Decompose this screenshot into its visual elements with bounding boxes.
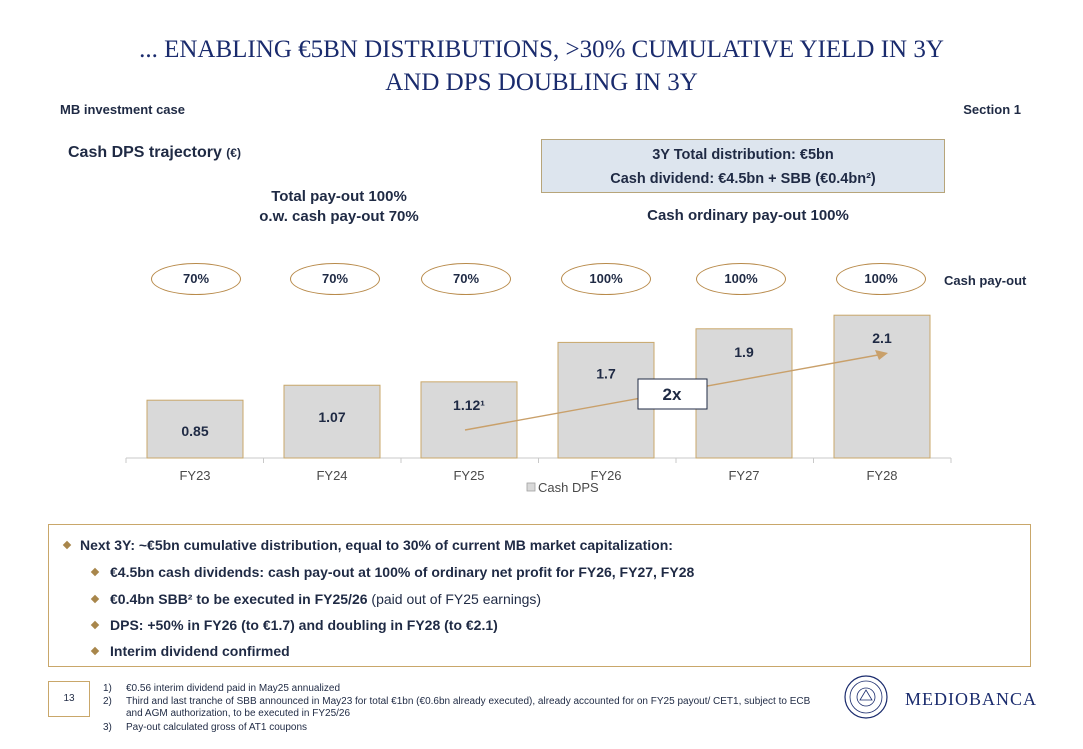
diamond-bullet-icon xyxy=(90,646,100,656)
arrow-label-box xyxy=(637,378,708,410)
x-tick-label: FY24 xyxy=(316,468,347,483)
payout-oval-fy25: 70% xyxy=(421,263,511,295)
payout-left: Total pay-out 100% o.w. cash pay-out 70% xyxy=(208,187,470,227)
payout-left-line-2: o.w. cash pay-out 70% xyxy=(259,208,419,225)
chart-title: Cash DPS trajectory (€) xyxy=(68,144,241,162)
bullet-main: Next 3Y: ~€5bn cumulative distribution, … xyxy=(80,537,673,553)
bar-value-label: 2.1 xyxy=(872,330,892,346)
chart-title-unit: (€) xyxy=(226,146,241,160)
diamond-bullet-icon xyxy=(90,594,100,604)
payout-oval-fy28: 100% xyxy=(836,263,926,295)
header-right: Section 1 xyxy=(963,102,1021,117)
distribution-box: 3Y Total distribution: €5bn Cash dividen… xyxy=(541,139,945,193)
mediobanca-logo: MEDIOBANCA xyxy=(905,689,1038,709)
payout-left-line-1: Total pay-out 100% xyxy=(271,188,407,205)
footnote-1-text: €0.56 interim dividend paid in May25 ann… xyxy=(126,683,341,694)
bullet-box: Next 3Y: ~€5bn cumulative distribution, … xyxy=(48,524,1031,667)
arrow-label: 2x xyxy=(663,385,682,404)
footnote-3-text: Pay-out calculated gross of AT1 coupons xyxy=(126,722,308,733)
bullet-sub-4: Interim dividend confirmed xyxy=(110,643,290,659)
x-tick-label: FY28 xyxy=(866,468,897,483)
bullet-sub-3: DPS: +50% in FY26 (to €1.7) and doubling… xyxy=(110,617,498,633)
diamond-bullet-icon xyxy=(62,540,72,550)
title-line-2: AND DPS DOUBLING IN 3Y xyxy=(385,69,698,96)
dps-bar-chart: 0.85 FY23 1.07 FY24 1.12¹ FY25 1.7 FY26 1.9 FY27 2… xyxy=(125,314,952,495)
payout-oval-fy27: 100% xyxy=(696,263,786,295)
mediobanca-seal-icon xyxy=(844,675,888,719)
bar-fy24 xyxy=(283,384,381,459)
payout-oval-fy24: 70% xyxy=(290,263,380,295)
bar-value-label: 0.85 xyxy=(181,423,208,439)
x-tick-label: FY26 xyxy=(590,468,621,483)
footnote-2-num: 2) xyxy=(103,696,112,707)
bar-fy27 xyxy=(695,328,793,459)
x-tick-label: FY27 xyxy=(728,468,759,483)
bullet-sub-2-normal: (paid out of FY25 earnings) xyxy=(367,591,542,607)
footnote-1-num: 1) xyxy=(103,683,112,694)
page-number: 13 xyxy=(48,681,90,717)
x-tick-label: FY23 xyxy=(179,468,210,483)
title-line-1: ... ENABLING €5BN DISTRIBUTIONS, >30% CU… xyxy=(139,36,944,63)
cash-payout-label: Cash pay-out xyxy=(944,273,1027,288)
payout-oval-fy23: 70% xyxy=(151,263,241,295)
payout-right: Cash ordinary pay-out 100% xyxy=(647,207,849,224)
bar-value-label: 1.9 xyxy=(734,344,754,360)
trend-arrow-head-icon xyxy=(875,350,888,360)
legend-label: Cash DPS xyxy=(538,480,599,495)
bar-value-label: 1.7 xyxy=(596,365,616,381)
chart-title-text: Cash DPS trajectory xyxy=(68,144,222,161)
legend-swatch xyxy=(526,482,536,492)
diamond-bullet-icon xyxy=(90,567,100,577)
x-tick-label: FY25 xyxy=(453,468,484,483)
distribution-line-1: 3Y Total distribution: €5bn xyxy=(652,147,834,163)
footnote-2-text: Third and last tranche of SBB announced … xyxy=(126,696,811,719)
bar-fy25 xyxy=(420,381,518,459)
bar-fy28 xyxy=(833,314,931,459)
distribution-line-2: Cash dividend: €4.5bn + SBB (€0.4bn²) xyxy=(610,171,876,187)
bullet-sub-2-bold: €0.4bn SBB² to be executed in FY25/26 xyxy=(110,591,368,607)
footnote-3-num: 3) xyxy=(103,722,112,733)
bullet-sub-1: €4.5bn cash dividends: cash pay-out at 1… xyxy=(110,564,695,580)
diamond-bullet-icon xyxy=(90,620,100,630)
payout-oval-fy26: 100% xyxy=(561,263,651,295)
page-title: ... ENABLING €5BN DISTRIBUTIONS, >30% CU… xyxy=(0,33,1083,99)
bar-value-label: 1.07 xyxy=(318,409,345,425)
header-left: MB investment case xyxy=(60,102,185,117)
bullet-sub-2: €0.4bn SBB² to be executed in FY25/26 (p… xyxy=(110,591,541,607)
bar-fy23 xyxy=(146,399,244,459)
bar-value-label: 1.12¹ xyxy=(453,397,485,413)
